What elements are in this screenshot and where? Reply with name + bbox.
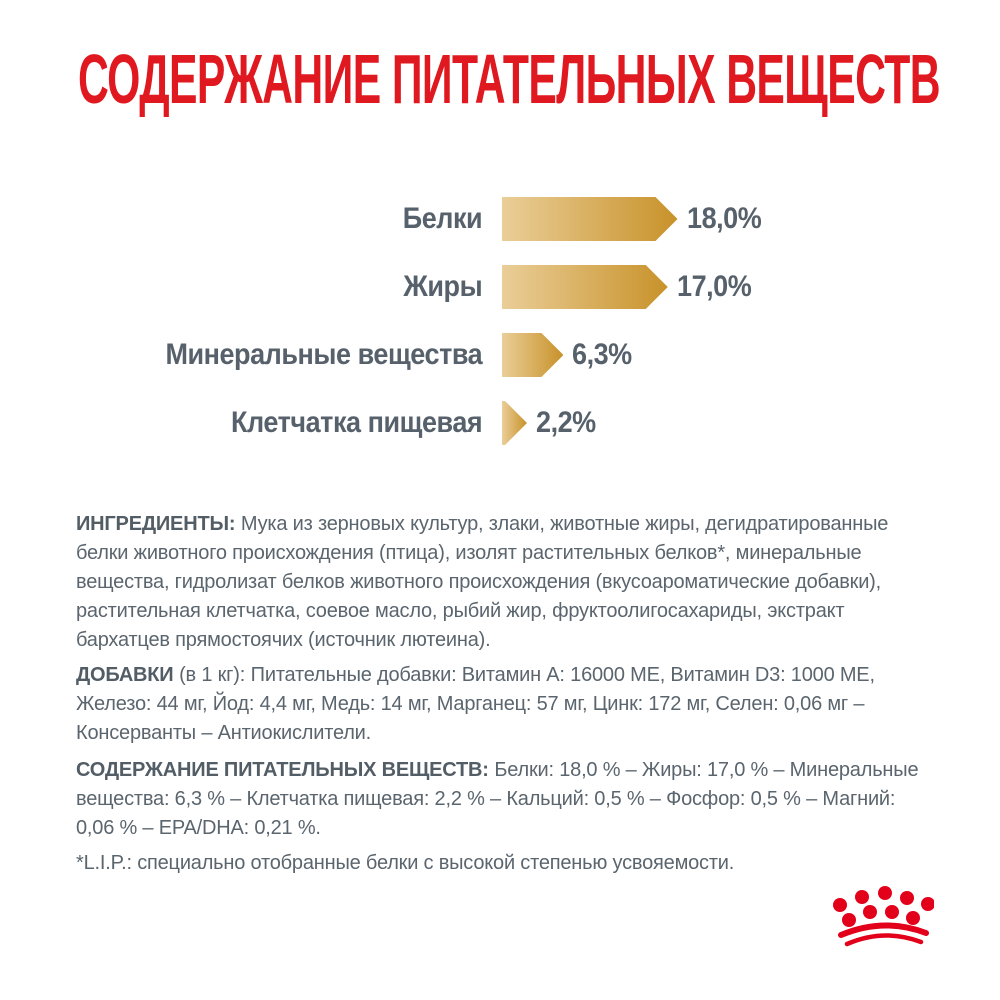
section-heading: СОДЕРЖАНИЕ ПИТАТЕЛЬНЫХ ВЕЩЕСТВ: bbox=[76, 759, 489, 781]
section-body: Мука из зерновых культур, злаки, животны… bbox=[76, 513, 889, 651]
chart-value-label: 2,2% bbox=[536, 406, 596, 439]
royal-canin-crown-logo bbox=[833, 886, 934, 947]
chart-row-fiber: Клетчатка пищевая 2,2% bbox=[0, 401, 1000, 445]
section-nutrient-content: СОДЕРЖАНИЕ ПИТАТЕЛЬНЫХ ВЕЩЕСТВ: Белки: 18… bbox=[76, 756, 932, 843]
chart-row-fats: Жиры 17,0% bbox=[0, 265, 1000, 309]
chart-bar bbox=[502, 265, 668, 309]
chart-value-label: 17,0% bbox=[676, 270, 752, 303]
page-title: СОДЕРЖАНИЕ ПИТАТЕЛЬНЫХ ВЕЩЕСТВ bbox=[78, 40, 941, 118]
section-ingredients: ИНГРЕДИЕНТЫ: Мука из зерновых культур, зл… bbox=[76, 510, 932, 655]
lip-footnote: *L.I.P.: специально отобранные белки с в… bbox=[76, 852, 735, 874]
section-heading-suffix: (в 1 кг): bbox=[179, 664, 246, 686]
chart-bar bbox=[502, 401, 527, 445]
chart-row-proteins: Белки 18,0% bbox=[0, 197, 1000, 241]
chart-value-label: 6,3% bbox=[572, 338, 633, 371]
chart-row-minerals: Минеральные вещества 6,3% bbox=[0, 333, 1000, 377]
chart-category-label: Минеральные вещества bbox=[165, 338, 483, 371]
chart-bar bbox=[502, 197, 678, 241]
section-body: Белки: 18,0 % – Жиры: 17,0 % – Минеральн… bbox=[76, 759, 919, 839]
section-heading: ДОБАВКИ bbox=[76, 664, 174, 686]
nutrient-bar-chart: Белки 18,0% Жиры 17,0% Минеральные вещес… bbox=[0, 197, 1000, 445]
chart-value-label: 18,0% bbox=[686, 202, 762, 235]
section-heading: ИНГРЕДИЕНТЫ: bbox=[76, 513, 236, 535]
section-additives: ДОБАВКИ (в 1 кг): Питательные добавки: Вит… bbox=[76, 661, 932, 748]
chart-category-label: Жиры bbox=[403, 270, 483, 303]
chart-bar bbox=[502, 333, 563, 377]
section-body: Питательные добавки: Витамин A: 16000 МЕ… bbox=[76, 664, 875, 744]
chart-category-label: Белки bbox=[402, 202, 483, 235]
chart-category-label: Клетчатка пищевая bbox=[231, 406, 483, 439]
